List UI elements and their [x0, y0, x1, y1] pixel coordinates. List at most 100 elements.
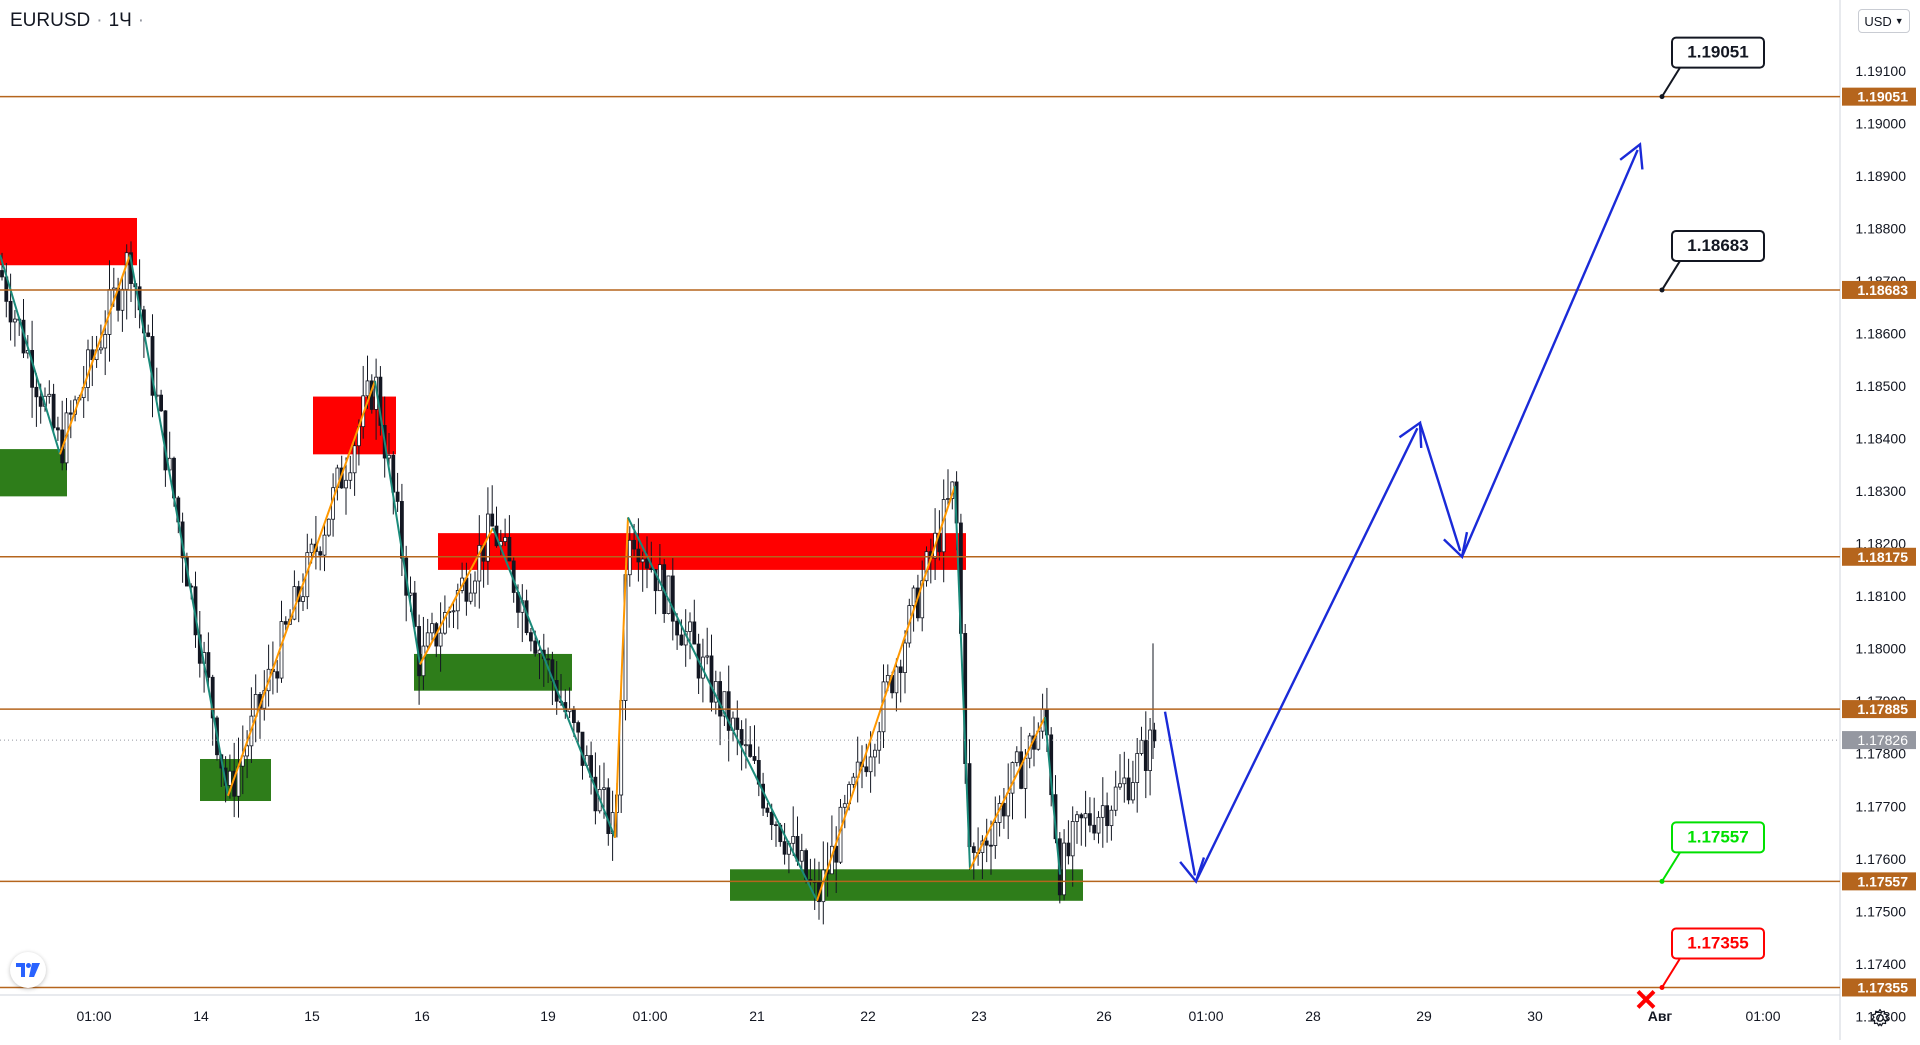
y-tick-label: 1.18900	[1855, 168, 1906, 184]
candle-body	[120, 288, 125, 311]
wave-segment-teal[interactable]	[1044, 716, 1061, 875]
arrow-head	[1619, 142, 1644, 170]
header-separator: ·	[96, 10, 103, 31]
candle-body	[103, 334, 108, 349]
candle-body	[1088, 813, 1092, 826]
candle-body	[744, 744, 748, 747]
candle-body	[606, 787, 611, 834]
candle-body	[1109, 809, 1114, 827]
candle-body	[318, 551, 323, 556]
interval-label[interactable]: 1Ч	[108, 10, 132, 31]
candle-body	[322, 534, 327, 556]
candle-body	[1092, 824, 1097, 834]
x-tick-label: 19	[540, 1008, 556, 1024]
current-price-label: 1.17826	[1857, 732, 1908, 748]
level-tag-label: 1.17885	[1857, 701, 1908, 717]
candle-body	[455, 590, 460, 612]
level-callout[interactable]: 1.17557	[1659, 821, 1765, 884]
resistance-zone[interactable]	[438, 533, 966, 570]
y-tick-label: 1.17700	[1855, 798, 1906, 814]
candle-body	[275, 671, 280, 679]
y-tick-label: 1.18000	[1855, 641, 1906, 657]
candle-body	[739, 729, 744, 746]
candle-body	[1139, 739, 1144, 754]
support-zone[interactable]	[0, 449, 67, 497]
candle-body	[722, 691, 727, 717]
candle-body	[894, 666, 899, 694]
wave-segment-orange[interactable]	[969, 716, 1046, 870]
level-price-tag: 1.19051	[1842, 87, 1916, 106]
candle-body	[911, 587, 916, 606]
y-tick-label: 1.19100	[1855, 63, 1906, 79]
candle-body	[56, 427, 60, 431]
level-price-tag: 1.18175	[1842, 547, 1916, 566]
candle-body	[301, 596, 305, 602]
candle-body	[885, 675, 890, 683]
wave-segment-teal[interactable]	[374, 380, 421, 665]
y-tick-label: 1.17400	[1855, 956, 1906, 972]
x-tick-label: 01:00	[1188, 1008, 1223, 1024]
level-callout[interactable]: 1.19051	[1659, 36, 1765, 100]
candle-body	[438, 632, 443, 647]
candle-body	[1075, 814, 1079, 822]
header-separator-2: ·	[137, 10, 145, 31]
candle-body	[206, 652, 211, 678]
candle-body	[653, 569, 658, 592]
wave-segment-orange[interactable]	[59, 254, 131, 455]
wave-segment-teal[interactable]	[0, 254, 61, 455]
resistance-zone[interactable]	[0, 217, 137, 266]
currency-button[interactable]: USD ▼	[1858, 9, 1910, 33]
candle-body	[430, 623, 434, 634]
cross-icon	[1636, 990, 1656, 1009]
x-tick-label: 23	[971, 1008, 987, 1024]
candle-body	[546, 658, 550, 661]
wave-segment-teal[interactable]	[129, 254, 229, 796]
candle-body	[640, 558, 645, 563]
level-tag-label: 1.18683	[1857, 282, 1908, 298]
wave-segment-orange[interactable]	[816, 485, 956, 902]
candle-body	[399, 501, 404, 559]
forecast-segment	[1418, 422, 1462, 552]
candle-body	[984, 840, 989, 846]
symbol-header[interactable]: EURUSD · 1Ч ·	[10, 10, 150, 32]
candle-body	[326, 518, 331, 536]
candle-body	[1083, 813, 1088, 819]
wave-segment-orange[interactable]	[227, 380, 376, 797]
candle-body	[1135, 753, 1140, 783]
candle-body	[529, 632, 533, 642]
candle-body	[791, 836, 796, 844]
wave-segment-teal[interactable]	[492, 527, 616, 839]
y-tick-label: 1.18500	[1855, 378, 1906, 394]
settings-gear-icon[interactable]	[1866, 1004, 1894, 1032]
level-callout[interactable]: 1.17355	[1659, 927, 1765, 990]
candle-body	[12, 318, 17, 323]
candle-body	[877, 731, 882, 751]
currency-label: USD	[1864, 13, 1892, 29]
candle-body	[1131, 782, 1135, 801]
candle-body	[51, 393, 56, 429]
forecast-segment	[1460, 149, 1639, 558]
x-tick-label: 22	[860, 1008, 876, 1024]
candle-body	[718, 681, 722, 717]
wave-segment-orange[interactable]	[614, 517, 629, 838]
candle-body	[572, 708, 576, 723]
support-zone[interactable]	[730, 869, 1083, 901]
level-callout[interactable]: 1.18683	[1659, 229, 1765, 293]
candle-body	[735, 717, 740, 730]
y-tick-label: 1.17600	[1855, 851, 1906, 867]
candle-body	[468, 592, 473, 602]
candle-body	[227, 770, 232, 786]
candle-body	[1019, 751, 1023, 789]
candle-body	[920, 580, 925, 619]
candle-body	[503, 536, 508, 542]
wave-segment-orange[interactable]	[419, 527, 494, 665]
tradingview-logo-icon[interactable]	[10, 952, 46, 988]
candle-body	[1113, 786, 1118, 811]
candle-body	[451, 610, 456, 613]
forecast-segment	[1194, 427, 1419, 882]
plot-area[interactable]	[0, 0, 1840, 995]
wave-segment-teal[interactable]	[954, 485, 971, 870]
forecast-arrow[interactable]	[1163, 142, 1644, 884]
